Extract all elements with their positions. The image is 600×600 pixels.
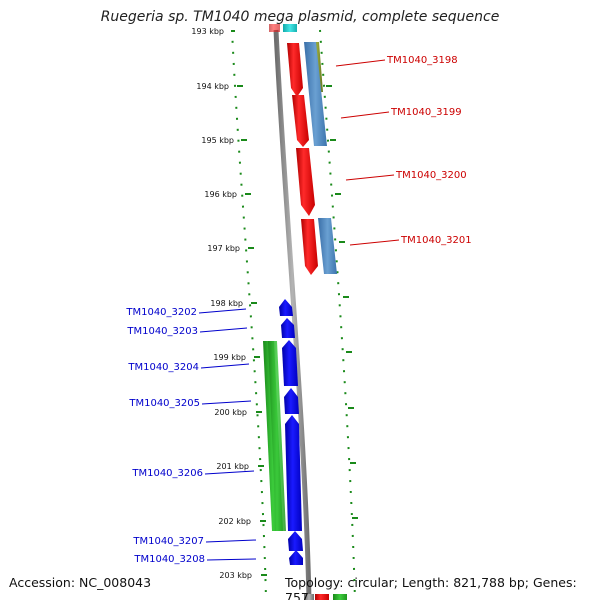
- blue-genes: [279, 299, 303, 565]
- gene-3199-red: [292, 95, 309, 147]
- gene-feature: [269, 24, 280, 32]
- gene-label-3208[interactable]: TM1040_3208: [133, 554, 205, 565]
- ruler-ticks: [231, 30, 358, 576]
- gene-feature: [315, 594, 329, 600]
- ruler-label: 202 kbp: [218, 517, 251, 526]
- gene-3206-blue: [285, 415, 302, 531]
- top-partial-genes: [269, 24, 297, 32]
- gene-label-3202[interactable]: TM1040_3202: [125, 307, 197, 318]
- leader-line: [349, 239, 400, 246]
- leader-line: [205, 539, 257, 543]
- right-leader-lines: [335, 59, 400, 246]
- left-gene-labels: TM1040_3202 TM1040_3203 TM1040_3204 TM10…: [125, 307, 205, 565]
- ruler-label: 200 kbp: [214, 408, 247, 417]
- gene-feature: [304, 594, 314, 600]
- gene-3207-blue: [288, 531, 303, 551]
- outer-genes: [304, 42, 337, 274]
- gene-3200-red: [296, 148, 315, 216]
- gene-label-3203[interactable]: TM1040_3203: [126, 326, 198, 337]
- gene-3201-steelblue: [318, 218, 337, 274]
- gene-3205-blue: [284, 388, 299, 414]
- left-leader-lines: [198, 308, 257, 561]
- ruler-track-outer: [319, 29, 356, 600]
- leader-line: [206, 558, 257, 561]
- right-gene-labels: TM1040_3198 TM1040_3199 TM1040_3200 TM10…: [386, 55, 472, 246]
- gene-feature: [333, 594, 347, 600]
- gene-feature: [283, 24, 297, 32]
- leader-line: [200, 363, 250, 369]
- gene-green-inner: [268, 341, 286, 531]
- map-title: Ruegeria sp. TM1040 mega plasmid, comple…: [100, 9, 500, 25]
- leader-line: [199, 327, 248, 333]
- ruler-labels: 193 kbp 194 kbp 195 kbp 196 kbp 197 kbp …: [191, 27, 252, 580]
- bottom-partial-genes: [304, 594, 347, 600]
- gene-label-3201[interactable]: TM1040_3201: [400, 235, 472, 246]
- gene-3202-blue: [279, 299, 293, 316]
- gene-label-3200[interactable]: TM1040_3200: [395, 170, 467, 181]
- ruler-label: 195 kbp: [201, 136, 234, 145]
- ruler-label: 201 kbp: [216, 462, 249, 471]
- gene-label-3204[interactable]: TM1040_3204: [127, 362, 199, 373]
- gene-label-3206[interactable]: TM1040_3206: [131, 468, 203, 479]
- gene-3199-steelblue: [304, 42, 327, 146]
- ruler-label: 198 kbp: [210, 299, 243, 308]
- leader-line: [201, 400, 252, 405]
- gene-3198-red: [287, 43, 303, 97]
- leader-line: [345, 174, 395, 181]
- accession-text: Accession: NC_008043: [9, 575, 152, 590]
- leader-line: [340, 111, 390, 119]
- green-genes: [263, 341, 286, 531]
- ruler-label: 199 kbp: [213, 353, 246, 362]
- red-genes: [287, 43, 318, 275]
- ruler-label: 203 kbp: [219, 571, 252, 580]
- gene-3201-red: [301, 219, 318, 275]
- gene-label-3205[interactable]: TM1040_3205: [128, 398, 200, 409]
- gene-3203-blue: [281, 318, 295, 338]
- plasmid-backbone: [273, 29, 312, 600]
- gene-label-3199[interactable]: TM1040_3199: [390, 107, 462, 118]
- ruler-label: 197 kbp: [207, 244, 240, 253]
- leader-line: [204, 470, 255, 475]
- ruler-track-inner: [231, 29, 267, 600]
- ruler-label: 196 kbp: [204, 190, 237, 199]
- ruler-label: 194 kbp: [196, 82, 229, 91]
- gene-3208-blue: [289, 550, 303, 565]
- leader-line: [198, 308, 247, 314]
- topology-summary: Topology: circular; Length: 821,788 bp; …: [285, 575, 577, 600]
- gene-3204-blue: [282, 340, 298, 386]
- ruler-label: 193 kbp: [191, 27, 224, 36]
- leader-line: [335, 59, 386, 67]
- gene-label-3207[interactable]: TM1040_3207: [132, 536, 204, 547]
- gene-label-3198[interactable]: TM1040_3198: [386, 55, 458, 66]
